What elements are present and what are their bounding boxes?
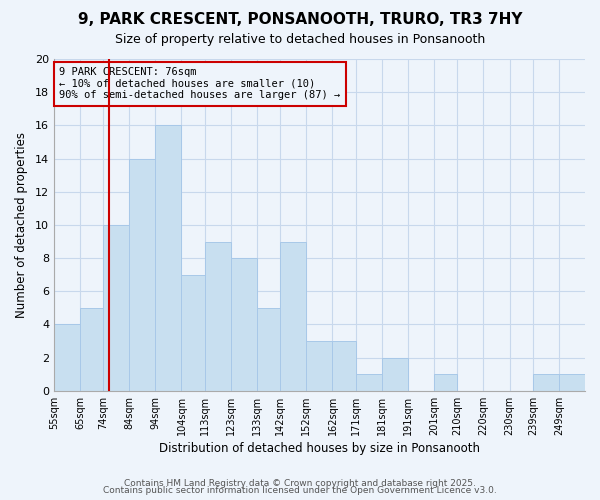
Bar xyxy=(559,374,585,391)
Bar xyxy=(54,324,80,391)
Bar xyxy=(332,341,356,391)
Bar xyxy=(231,258,257,391)
Bar xyxy=(280,242,307,391)
Bar xyxy=(130,158,155,391)
Bar xyxy=(356,374,382,391)
Bar xyxy=(382,358,408,391)
Text: Contains public sector information licensed under the Open Government Licence v3: Contains public sector information licen… xyxy=(103,486,497,495)
Bar xyxy=(205,242,231,391)
X-axis label: Distribution of detached houses by size in Ponsanooth: Distribution of detached houses by size … xyxy=(159,442,480,455)
Bar xyxy=(257,308,280,391)
Bar xyxy=(103,225,130,391)
Bar xyxy=(307,341,332,391)
Y-axis label: Number of detached properties: Number of detached properties xyxy=(15,132,28,318)
Text: Contains HM Land Registry data © Crown copyright and database right 2025.: Contains HM Land Registry data © Crown c… xyxy=(124,478,476,488)
Bar xyxy=(181,274,205,391)
Text: Size of property relative to detached houses in Ponsanooth: Size of property relative to detached ho… xyxy=(115,32,485,46)
Text: 9 PARK CRESCENT: 76sqm
← 10% of detached houses are smaller (10)
90% of semi-det: 9 PARK CRESCENT: 76sqm ← 10% of detached… xyxy=(59,68,340,100)
Bar xyxy=(155,126,181,391)
Text: 9, PARK CRESCENT, PONSANOOTH, TRURO, TR3 7HY: 9, PARK CRESCENT, PONSANOOTH, TRURO, TR3… xyxy=(78,12,522,28)
Bar xyxy=(533,374,559,391)
Bar xyxy=(434,374,457,391)
Bar xyxy=(80,308,103,391)
